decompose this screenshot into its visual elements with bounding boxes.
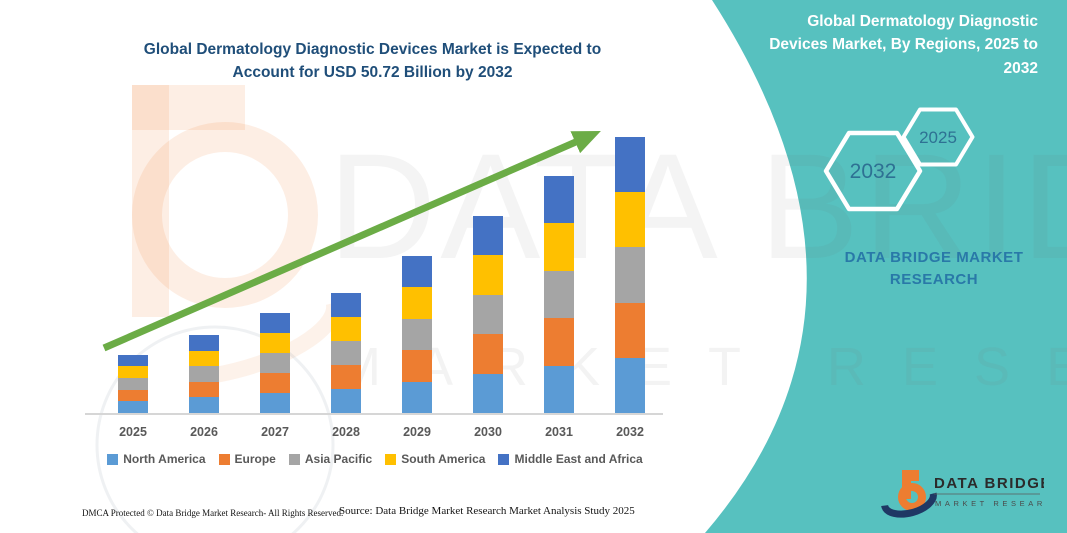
- bar-segment-2029-north-america: [402, 381, 432, 413]
- bar-segment-2032-europe: [615, 302, 645, 358]
- bar-segment-2030-north-america: [473, 373, 503, 413]
- legend-swatch: [288, 453, 300, 465]
- bar-segment-2026-south-america: [189, 350, 219, 367]
- legend-label: North America: [123, 452, 206, 466]
- legend-item-middle-east-and-africa: Middle East and Africa: [498, 452, 643, 466]
- bar-segment-2026-europe: [189, 381, 219, 398]
- legend-item-europe: Europe: [218, 452, 276, 466]
- bar-segment-2025-asia-pacific: [118, 378, 148, 390]
- bar-segment-2025-south-america: [118, 366, 148, 379]
- brand-text-line1: DATA BRIDGE MARKET: [844, 249, 1024, 266]
- chart-title-line1: Global Dermatology Diagnostic Devices Ma…: [143, 41, 602, 58]
- chart-title-line2: Account for USD 50.72 Billion by 2032: [232, 64, 513, 82]
- bar-segment-2032-north-america: [615, 357, 645, 413]
- panel-title-line3: 2032: [1003, 59, 1038, 77]
- legend-item-asia-pacific: Asia Pacific: [288, 452, 373, 466]
- x-axis-label-2028: 2028: [332, 425, 360, 439]
- bar-segment-2030-south-america: [473, 255, 503, 295]
- legend-label: Asia Pacific: [304, 452, 373, 466]
- panel-title-line1: Global Dermatology Diagnostic: [807, 13, 1038, 30]
- chart-title: Global Dermatology Diagnostic Devices Ma…: [95, 38, 650, 85]
- bar-segment-2032-south-america: [615, 192, 645, 248]
- legend-swatch: [107, 453, 119, 465]
- bar-segment-2032-asia-pacific: [615, 247, 645, 303]
- legend-swatch: [218, 453, 230, 465]
- x-axis-label-2030: 2030: [474, 425, 502, 439]
- hexagon-badge-2032: 2032: [823, 130, 923, 212]
- bar-segment-2028-south-america: [331, 316, 361, 341]
- hexagon-2025-label: 2025: [919, 128, 957, 147]
- data-bridge-logo: DATA BRIDGE MARKET RESEARCH: [881, 470, 1044, 518]
- legend-item-south-america: South America: [385, 452, 485, 466]
- bar-segment-2025-europe: [118, 389, 148, 402]
- bar-segment-2026-asia-pacific: [189, 366, 219, 382]
- panel-title: Global Dermatology Diagnostic Devices Ma…: [740, 10, 1038, 80]
- watermark-line1: DATA BRIDGE: [328, 122, 1067, 290]
- source-text: Source: Data Bridge Market Research Mark…: [339, 505, 635, 517]
- bar-segment-2029-middle-east-and-africa: [402, 255, 432, 288]
- bar-segment-2025-middle-east-and-africa: [118, 354, 148, 367]
- growth-trend-arrow: [102, 130, 601, 352]
- x-axis-label-2025: 2025: [119, 425, 147, 439]
- chart-legend: North America Europe Asia Pacific South Ame…: [85, 452, 665, 466]
- brand-text-line2: RESEARCH: [889, 270, 979, 288]
- bar-segment-2032-middle-east-and-africa: [615, 137, 645, 193]
- bar-segment-2028-north-america: [331, 388, 361, 413]
- bar-segment-2030-europe: [473, 334, 503, 374]
- hexagon-2032-label: 2032: [850, 160, 897, 183]
- stacked-bar-plot: 2025 2026 2027 2028 2029 2030 2031 2032: [118, 137, 645, 439]
- logo-b-mark: [881, 470, 937, 518]
- bar-segment-2027-middle-east-and-africa: [260, 312, 290, 333]
- brand-text: DATA BRIDGE MARKET RESEARCH: [828, 247, 1040, 291]
- x-axis-label-2031: 2031: [545, 425, 573, 439]
- bar-segment-2028-middle-east-and-africa: [331, 292, 361, 317]
- bar-segment-2025-north-america: [118, 401, 148, 413]
- x-axis-label-2032: 2032: [616, 425, 644, 439]
- bar-segment-2031-asia-pacific: [544, 270, 574, 319]
- bar-segment-2027-south-america: [260, 332, 290, 353]
- bar-segment-2031-north-america: [544, 365, 574, 413]
- bar-segment-2029-south-america: [402, 287, 432, 319]
- legend-swatch: [385, 453, 397, 465]
- bar-segment-2027-north-america: [260, 392, 290, 413]
- bar-segment-2029-europe: [402, 350, 432, 382]
- hexagon-badge-2025: 2025: [901, 107, 975, 167]
- x-axis-label-2029: 2029: [403, 425, 431, 439]
- logo-sub-text: MARKET RESEARCH: [935, 499, 1044, 508]
- logo-name-text: DATA BRIDGE: [934, 475, 1044, 492]
- bar-segment-2030-middle-east-and-africa: [473, 216, 503, 256]
- bar-segment-2026-north-america: [189, 397, 219, 413]
- x-axis-label-2026: 2026: [190, 425, 218, 439]
- legend-item-north-america: North America: [107, 452, 206, 466]
- dmca-copyright-text: DMCA Protected © Data Bridge Market Rese…: [82, 508, 344, 518]
- panel-title-line2: Devices Market, By Regions, 2025 to: [769, 36, 1038, 54]
- bar-segment-2030-asia-pacific: [473, 294, 503, 335]
- bar-segment-2031-south-america: [544, 223, 574, 271]
- watermark-line2: MARKET RESEARCH: [336, 337, 1067, 397]
- bar-segment-2028-europe: [331, 364, 361, 389]
- bar-segment-2031-europe: [544, 318, 574, 366]
- x-axis-label-2027: 2027: [261, 425, 289, 439]
- legend-label: South America: [401, 452, 486, 466]
- bar-segment-2026-middle-east-and-africa: [189, 335, 219, 351]
- x-axis-line: [85, 413, 663, 415]
- bar-segment-2029-asia-pacific: [402, 318, 432, 351]
- bar-segment-2028-asia-pacific: [331, 340, 361, 365]
- bar-segment-2027-europe: [260, 372, 290, 393]
- bar-segment-2027-asia-pacific: [260, 352, 290, 373]
- legend-label: Middle East and Africa: [514, 452, 643, 466]
- legend-swatch: [498, 453, 510, 465]
- legend-label: Europe: [234, 452, 276, 466]
- bar-segment-2031-middle-east-and-africa: [544, 175, 574, 224]
